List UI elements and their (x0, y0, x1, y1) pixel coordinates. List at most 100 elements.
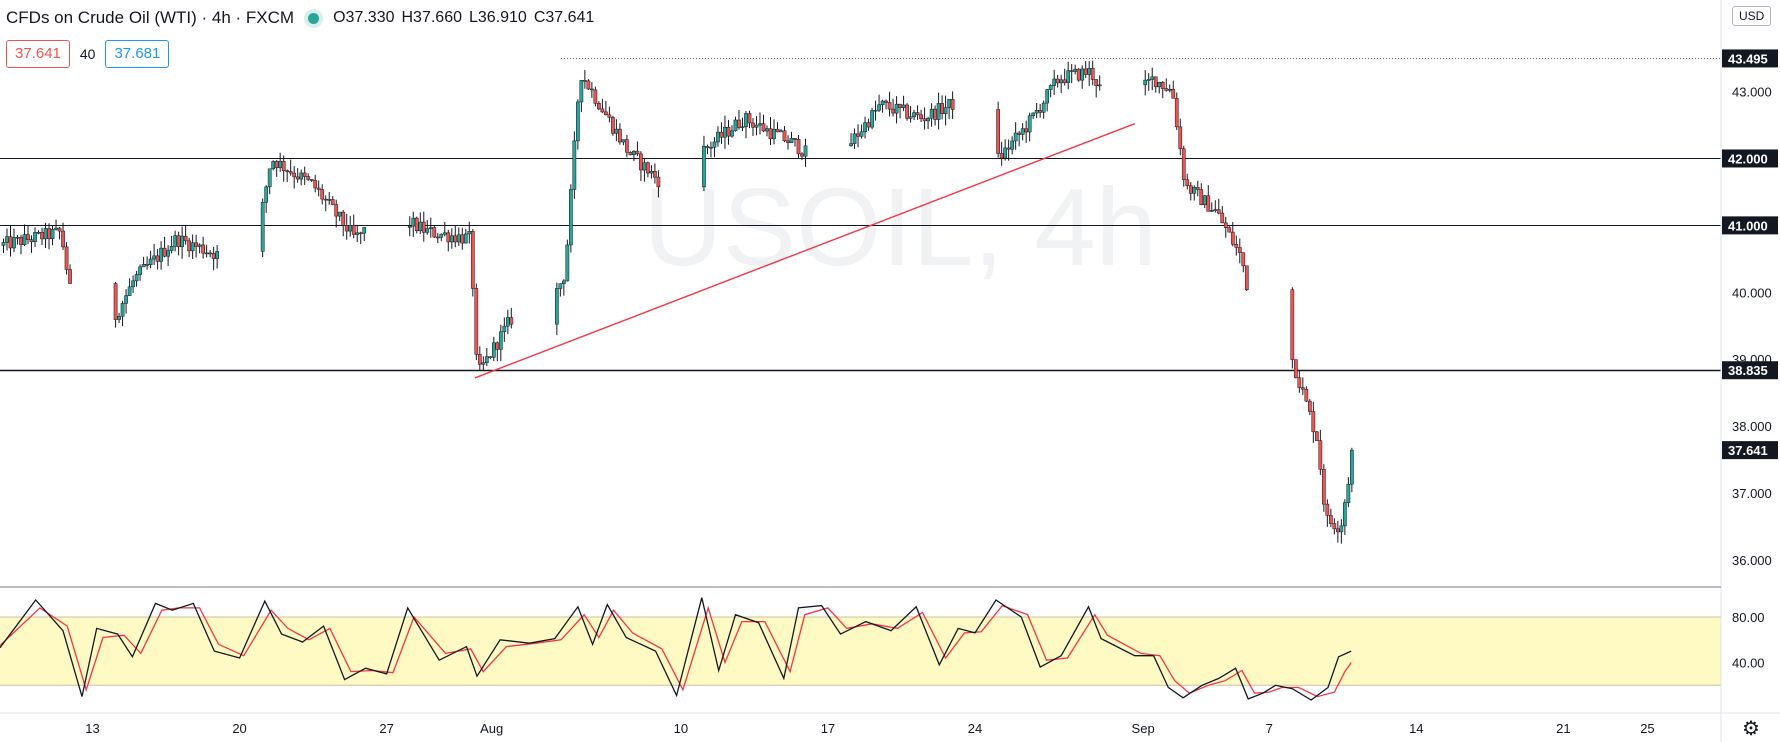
candle (358, 231, 363, 245)
candle (124, 289, 128, 314)
level-lines[interactable] (0, 58, 1721, 372)
candle-body (1244, 265, 1249, 291)
candle (926, 116, 930, 130)
candle (1097, 75, 1102, 91)
candle (505, 309, 510, 335)
candle-body (800, 153, 804, 157)
candle-body (131, 280, 135, 288)
candle (190, 234, 195, 259)
candle-body (215, 251, 219, 259)
candle (313, 174, 318, 193)
candle (1146, 73, 1151, 91)
candle (639, 151, 643, 182)
candle-body (264, 186, 269, 203)
candle (656, 170, 661, 198)
candle-body (446, 232, 451, 243)
level-price-label-text: 42.000 (1728, 151, 1768, 166)
candle (309, 179, 314, 182)
settings-gear-icon[interactable]: ⚙ (1742, 718, 1760, 740)
candle-body (656, 176, 661, 188)
candles[interactable] (1, 60, 1354, 544)
candle-body (884, 100, 888, 103)
level-price-label: 43.495 (1722, 49, 1778, 68)
candle (439, 233, 444, 242)
candle (789, 131, 794, 143)
candle-body (5, 236, 9, 243)
candle (625, 134, 629, 158)
candle (169, 235, 174, 254)
candle-body (292, 172, 297, 178)
candle (915, 105, 920, 120)
time-tick-label: 20 (232, 721, 246, 736)
candle-body (278, 160, 283, 168)
candle-body (709, 146, 713, 149)
candle-body (425, 228, 430, 233)
candle (621, 139, 626, 146)
candle (421, 211, 426, 242)
candle-body (1010, 140, 1014, 150)
level-price-label: 38.835 (1722, 361, 1778, 380)
candle-body (996, 109, 1000, 154)
candle (562, 279, 566, 296)
candle-body (302, 172, 307, 177)
candle (162, 236, 167, 258)
time-axis[interactable]: 13 20 27 Aug 10 17 24 Sep 7 14 21 25 (85, 721, 1654, 736)
candle-body (1031, 112, 1036, 117)
candle (922, 107, 927, 130)
candle (576, 99, 580, 150)
candle-body (779, 130, 783, 133)
time-tick-label: 14 (1409, 721, 1423, 736)
candle-body (1080, 68, 1085, 81)
candle-body (558, 283, 563, 289)
candle-body (576, 101, 580, 142)
candle-body (793, 138, 797, 140)
candle (1010, 136, 1014, 155)
candle-body (1206, 195, 1211, 212)
candle-body (145, 263, 149, 266)
trendline[interactable] (474, 123, 1135, 379)
candle-body (309, 179, 314, 181)
candle-body (737, 119, 741, 128)
buy-price-button[interactable]: 37.681 (105, 40, 170, 68)
candle-body (758, 123, 762, 126)
candle-body (569, 189, 573, 246)
time-tick-label: 24 (968, 721, 982, 736)
candle-body (891, 108, 895, 114)
candle-body (1329, 515, 1333, 524)
symbol-title[interactable]: CFDs on Crude Oil (WTI) · 4h · FXCM (6, 8, 295, 27)
candle-body (1034, 110, 1039, 114)
candle-body (859, 131, 864, 137)
currency-button[interactable]: USD (1732, 6, 1772, 26)
candle-body (705, 146, 710, 148)
sell-price-button[interactable]: 37.641 (6, 40, 70, 68)
candle (295, 168, 300, 183)
candle (43, 222, 48, 248)
candle (12, 228, 16, 253)
trendline-segment (474, 123, 1135, 379)
candle (894, 96, 899, 124)
candle (1234, 235, 1239, 256)
candle (856, 124, 860, 148)
candle-body (775, 129, 780, 133)
candle (1006, 139, 1011, 161)
candle-body (439, 233, 444, 238)
candle-body (716, 131, 720, 143)
candle-body (344, 225, 349, 232)
candle (1339, 519, 1344, 544)
candle-body (1076, 68, 1081, 81)
candle (1143, 69, 1148, 96)
candle (1059, 74, 1064, 94)
candle-body (502, 325, 507, 333)
candle-body (1003, 147, 1007, 159)
candle-body (625, 139, 629, 153)
candle (947, 99, 951, 120)
market-status-icon (308, 12, 320, 24)
candle (316, 180, 321, 197)
candle (772, 119, 776, 145)
candle (26, 225, 30, 245)
chart-header: CFDs on Crude Oil (WTI) · 4h · FXCM O37.… (6, 8, 601, 28)
candle-body (306, 176, 311, 180)
candle (306, 173, 311, 182)
candle-body (134, 274, 139, 282)
